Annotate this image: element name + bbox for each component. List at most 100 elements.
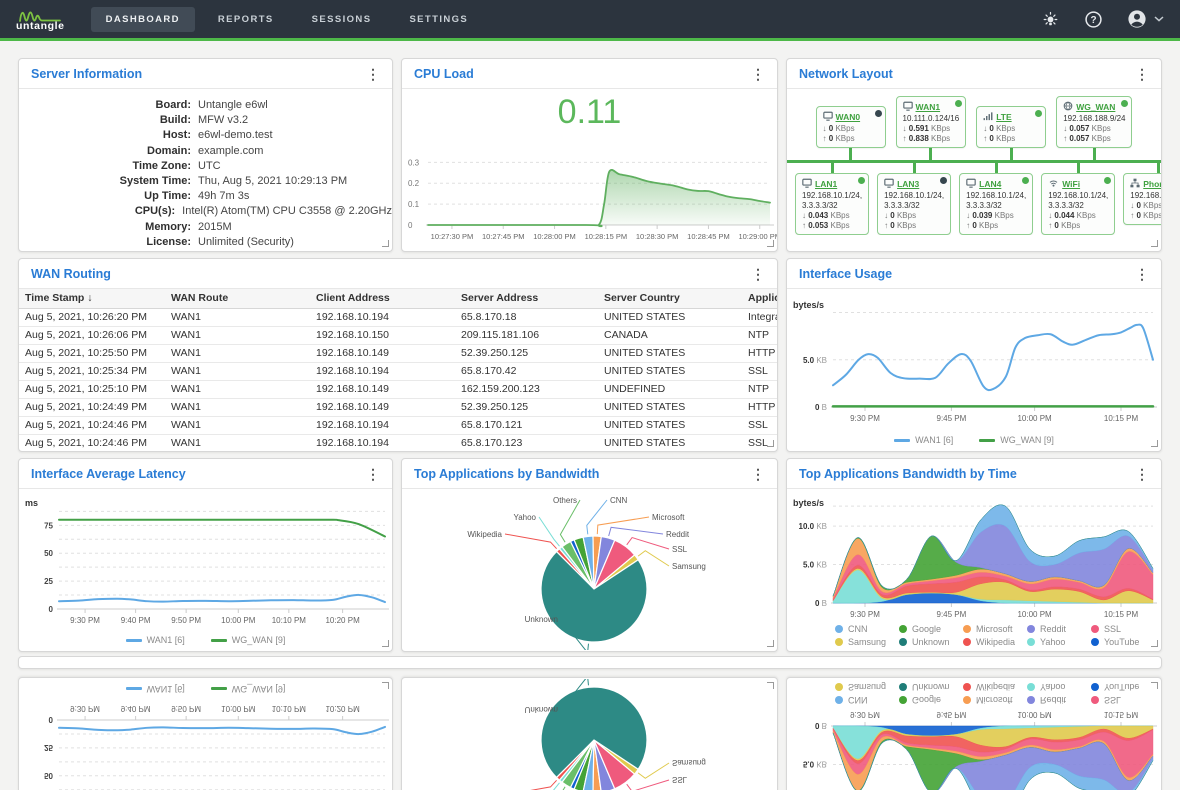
- field-label: License:: [146, 235, 191, 248]
- legend-item[interactable]: Samsung: [835, 637, 899, 647]
- interface-link[interactable]: LAN3: [897, 179, 920, 189]
- interface-link[interactable]: WAN0: [835, 112, 861, 122]
- legend-item[interactable]: Yahoo: [1027, 637, 1091, 647]
- legend-item[interactable]: SSL: [1091, 695, 1155, 705]
- legend-item[interactable]: CNN: [835, 624, 899, 634]
- account-menu[interactable]: [1127, 9, 1164, 29]
- nav-tabs: DASHBOARD REPORTS SESSIONS SETTINGS: [90, 6, 484, 32]
- legend-item[interactable]: WG_WAN [9]: [210, 635, 285, 645]
- kebab-menu-icon[interactable]: ⋮: [751, 265, 765, 282]
- field-label: Domain:: [147, 144, 191, 157]
- interface-ip: 3.3.3.3/32: [1048, 201, 1084, 210]
- svg-text:5.0 KB: 5.0 KB: [803, 759, 827, 768]
- status-dot: [1022, 177, 1030, 184]
- panel-cpu-load: CPU Load ⋮ 0.11 0 0.1 0.2 0.3 10:27:30 PM 10:2…: [401, 58, 778, 252]
- column-header[interactable]: Client Address: [310, 289, 455, 309]
- legend-item[interactable]: WAN1 [6]: [125, 635, 185, 645]
- status-dot: [940, 177, 948, 184]
- interface-link[interactable]: Phones: [1143, 179, 1161, 189]
- legend-item[interactable]: Samsung: [835, 682, 899, 692]
- svg-text:ms: ms: [25, 498, 38, 508]
- nav-tab-dashboard[interactable]: DASHBOARD: [90, 6, 195, 32]
- collapsed-panel-strip[interactable]: [18, 656, 1162, 669]
- legend-item[interactable]: CNN: [835, 695, 899, 705]
- svg-text:10:15 PM: 10:15 PM: [1104, 710, 1139, 719]
- legend-item[interactable]: Google: [899, 695, 963, 705]
- legend-item[interactable]: WG_WAN [9]: [979, 435, 1054, 445]
- svg-text:Yahoo: Yahoo: [513, 513, 536, 522]
- interface-link[interactable]: WG_WAN: [1076, 102, 1116, 112]
- legend-item[interactable]: Unknown: [899, 682, 963, 692]
- table-row: Aug 5, 2021, 10:24:46 PM WAN1 192.168.10.1…: [19, 434, 777, 450]
- legend-item[interactable]: WAN1 [6]: [894, 435, 953, 445]
- network-interface-card: WG_WAN 192.168.188.9/24 ↓ 0.057 KBps ↑ 0.05…: [1056, 96, 1133, 148]
- kebab-menu-icon[interactable]: ⋮: [751, 65, 765, 82]
- legend-item[interactable]: Microsoft: [963, 624, 1027, 634]
- table-cell: HTTP: [742, 398, 777, 417]
- legend-item[interactable]: WG_WAN [9]: [210, 684, 285, 694]
- kebab-menu-icon[interactable]: ⋮: [751, 465, 765, 482]
- legend-item[interactable]: Wikipedia: [963, 682, 1027, 692]
- svg-text:10:00 PM: 10:00 PM: [1017, 710, 1052, 719]
- interface-ip: 192.168.10.1/24,: [802, 191, 863, 200]
- interface-link[interactable]: WiFi: [1062, 179, 1081, 189]
- interface-link[interactable]: LTE: [996, 112, 1012, 122]
- server-info-row: Host: e6wl-demo.test: [19, 128, 392, 143]
- field-value: Thu, Aug 5, 2021 10:29:13 PM: [198, 175, 348, 188]
- lightbulb-icon[interactable]: [1041, 10, 1060, 29]
- legend-item[interactable]: YouTube: [1091, 682, 1155, 692]
- field-value: e6wl-demo.test: [198, 129, 273, 142]
- interface-link[interactable]: LAN4: [979, 179, 1002, 189]
- interface-link[interactable]: WAN1: [915, 102, 941, 112]
- cpu-load-value: 0.11: [557, 93, 622, 131]
- legend-item[interactable]: Reddit: [1027, 695, 1091, 705]
- nav-tab-settings[interactable]: SETTINGS: [409, 13, 469, 25]
- legend-item[interactable]: Microsoft: [963, 695, 1027, 705]
- legend-item[interactable]: SSL: [1091, 624, 1155, 634]
- untangle-logo[interactable]: untangle: [16, 8, 65, 32]
- table-cell: SSL: [742, 434, 777, 450]
- field-label: Build:: [159, 114, 191, 127]
- legend-item[interactable]: Unknown: [899, 637, 963, 647]
- column-header[interactable]: Application: [742, 289, 777, 309]
- nav-tab-reports[interactable]: REPORTS: [217, 13, 274, 25]
- legend-item[interactable]: Yahoo: [1027, 682, 1091, 692]
- field-label: Up Time:: [144, 190, 191, 203]
- rx-rate: ↓ 0 KBps: [884, 211, 917, 220]
- nav-tab-sessions[interactable]: SESSIONS: [311, 13, 372, 25]
- network-node-phones: Phones 192.168.102.1/↓ 0 KBps↑ 0 KBps: [1123, 163, 1161, 225]
- interface-link[interactable]: LAN1: [815, 179, 838, 189]
- interface-ip: 192.168.10.1/24,: [966, 191, 1027, 200]
- column-header[interactable]: Server Address: [455, 289, 598, 309]
- table-cell: UNITED STATES: [598, 344, 742, 363]
- legend-item[interactable]: Reddit: [1027, 624, 1091, 634]
- panel-title: CPU Load: [414, 66, 474, 81]
- svg-text:Others: Others: [553, 496, 577, 505]
- svg-text:0: 0: [49, 605, 54, 614]
- help-icon[interactable]: ?: [1084, 10, 1103, 29]
- legend-item[interactable]: YouTube: [1091, 637, 1155, 647]
- table-cell: Aug 5, 2021, 10:26:20 PM: [19, 308, 165, 327]
- kebab-menu-icon[interactable]: ⋮: [366, 65, 380, 82]
- svg-text:9:40 PM: 9:40 PM: [121, 616, 151, 625]
- column-header[interactable]: Server Country: [598, 289, 742, 309]
- svg-text:Unknown: Unknown: [525, 615, 558, 624]
- column-header[interactable]: Time Stamp ↓: [19, 289, 165, 309]
- kebab-menu-icon[interactable]: ⋮: [1135, 65, 1149, 82]
- kebab-menu-icon[interactable]: ⋮: [1135, 465, 1149, 482]
- legend-item[interactable]: Google: [899, 624, 963, 634]
- table-cell: 192.168.10.194: [310, 362, 455, 381]
- svg-text:10:15 PM: 10:15 PM: [1104, 610, 1139, 619]
- kebab-menu-icon[interactable]: ⋮: [366, 465, 380, 482]
- svg-text:0: 0: [49, 715, 54, 724]
- rx-rate: ↓ 0.044 KBps: [1048, 211, 1096, 220]
- column-header[interactable]: WAN Route: [165, 289, 310, 309]
- legend-item[interactable]: WAN1 [6]: [125, 684, 185, 694]
- kebab-menu-icon[interactable]: ⋮: [1135, 265, 1149, 282]
- chart-legend: WAN1 [6] WG_WAN [9]: [787, 435, 1161, 445]
- table-cell: CANADA: [598, 326, 742, 345]
- tx-rate: ↑ 0 KBps: [1130, 211, 1161, 220]
- table-row: Aug 5, 2021, 10:26:06 PM WAN1 192.168.10.1…: [19, 326, 777, 345]
- legend-item[interactable]: Wikipedia: [963, 637, 1027, 647]
